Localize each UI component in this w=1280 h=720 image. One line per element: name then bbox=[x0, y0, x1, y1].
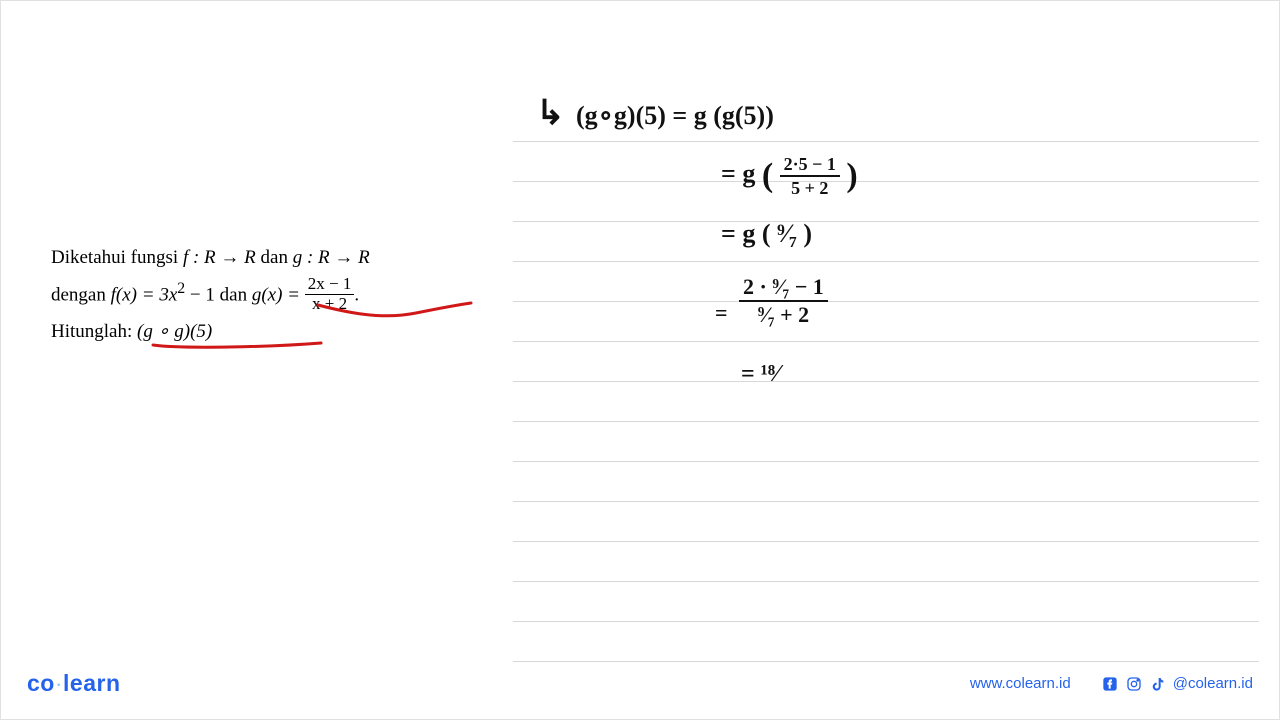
text: = g bbox=[721, 159, 755, 188]
work-arrow: ↳ bbox=[536, 93, 565, 133]
brand-logo: co·learn bbox=[27, 670, 121, 697]
underline-gog bbox=[151, 339, 331, 353]
ruled-line bbox=[513, 261, 1259, 262]
equals: = bbox=[715, 300, 728, 325]
problem-text: Diketahui fungsi f : R → R dan g : R → R… bbox=[51, 241, 481, 350]
ruled-line bbox=[513, 301, 1259, 302]
work-line-1: (g∘g)(5) = g (g(5)) bbox=[576, 101, 774, 131]
ruled-line bbox=[513, 541, 1259, 542]
numerator: 2x − 1 bbox=[305, 275, 355, 295]
tiktok-icon bbox=[1149, 675, 1167, 693]
logo-part-b: learn bbox=[63, 670, 120, 696]
facebook-icon bbox=[1101, 675, 1119, 693]
fraction: 2 · ⁹⁄₇ − 1 ⁹⁄₇ + 2 bbox=[739, 276, 828, 326]
website-url: www.colearn.id bbox=[970, 675, 1071, 692]
ruled-line bbox=[513, 621, 1259, 622]
ruled-line bbox=[513, 221, 1259, 222]
work-line-5: = ¹⁸⁄ bbox=[741, 361, 779, 388]
math: f(x) = 3x bbox=[111, 285, 178, 306]
math: f : R → R bbox=[183, 247, 256, 268]
text: dengan bbox=[51, 285, 111, 306]
math: g : R → R bbox=[293, 247, 370, 268]
text: Diketahui fungsi bbox=[51, 247, 183, 268]
denominator: ⁹⁄₇ + 2 bbox=[739, 302, 828, 326]
ruled-line bbox=[513, 181, 1259, 182]
ruled-line bbox=[513, 661, 1259, 662]
text: dan bbox=[256, 247, 293, 268]
ruled-line bbox=[513, 341, 1259, 342]
ruled-line bbox=[513, 461, 1259, 462]
logo-part-a: co bbox=[27, 670, 55, 696]
ruled-line bbox=[513, 141, 1259, 142]
math: g(x) = bbox=[252, 285, 305, 306]
superscript: 2 bbox=[177, 280, 185, 297]
footer: co·learn www.colearn.id @colearn.id bbox=[27, 670, 1253, 697]
work-line-2: = g ( 2·5 − 1 5 + 2 ) bbox=[721, 153, 858, 197]
fraction: 2·5 − 1 5 + 2 bbox=[780, 155, 840, 197]
social-handle: @colearn.id bbox=[1173, 675, 1253, 692]
ruled-line bbox=[513, 581, 1259, 582]
denominator: 5 + 2 bbox=[780, 177, 840, 197]
problem-line-1: Diketahui fungsi f : R → R dan g : R → R bbox=[51, 241, 481, 275]
text: − 1 dan bbox=[185, 285, 252, 306]
ruled-line bbox=[513, 501, 1259, 502]
work-line-4: = 2 · ⁹⁄₇ − 1 ⁹⁄₇ + 2 bbox=[715, 276, 828, 326]
ruled-line bbox=[513, 381, 1259, 382]
notebook-area bbox=[513, 81, 1259, 639]
text: Hitunglah: bbox=[51, 321, 137, 342]
numerator: 2 · ⁹⁄₇ − 1 bbox=[739, 276, 828, 302]
numerator: 2·5 − 1 bbox=[780, 155, 840, 177]
instagram-icon bbox=[1125, 675, 1143, 693]
underline-gx-fraction bbox=[316, 301, 476, 321]
work-line-3: = g ( ⁹⁄₇ ) bbox=[721, 219, 812, 249]
footer-right: www.colearn.id @colearn.id bbox=[970, 675, 1253, 693]
ruled-line bbox=[513, 421, 1259, 422]
social-icons: @colearn.id bbox=[1101, 675, 1253, 693]
